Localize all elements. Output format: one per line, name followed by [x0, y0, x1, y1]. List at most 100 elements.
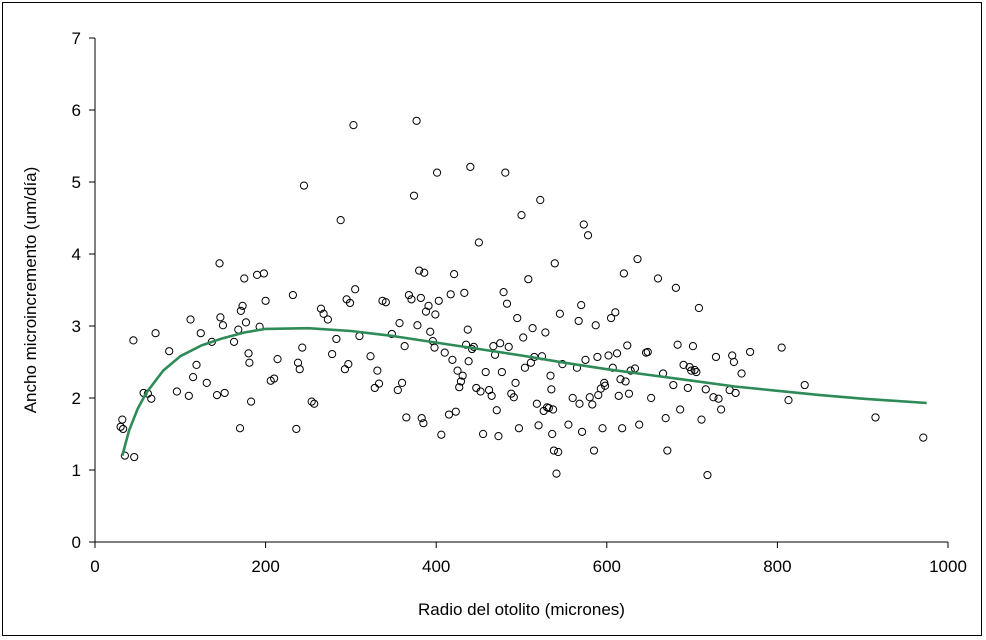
data-point	[679, 360, 688, 369]
data-point	[215, 259, 224, 268]
data-point	[212, 391, 222, 400]
data-point	[487, 391, 496, 400]
data-point	[402, 413, 411, 422]
data-point	[519, 333, 528, 342]
data-point	[612, 349, 622, 358]
data-point	[591, 321, 600, 330]
y-tick-label: 7	[72, 29, 81, 48]
data-point	[444, 410, 454, 419]
data-point	[340, 365, 350, 374]
data-point	[800, 380, 809, 390]
data-point	[252, 270, 262, 279]
y-tick-label: 3	[72, 317, 81, 336]
data-point	[777, 343, 786, 352]
y-tick-label: 0	[72, 533, 81, 552]
data-point	[919, 433, 928, 442]
data-point	[413, 321, 422, 330]
data-point	[711, 352, 721, 362]
data-point	[513, 313, 522, 323]
data-point	[784, 396, 793, 405]
data-point	[541, 328, 550, 337]
data-point	[393, 385, 402, 395]
data-point	[323, 315, 332, 324]
data-point	[623, 341, 632, 350]
data-point	[626, 366, 635, 375]
data-point	[630, 364, 640, 373]
data-point	[186, 315, 195, 324]
data-point	[568, 393, 577, 403]
data-point	[494, 432, 503, 441]
data-point	[416, 293, 425, 303]
data-point	[614, 391, 623, 400]
data-point	[555, 309, 564, 318]
y-tick-label: 4	[72, 245, 81, 264]
data-point	[458, 371, 467, 380]
data-point	[524, 275, 533, 284]
data-point	[588, 400, 597, 409]
x-axis-title: Radio del otolito (micrones)	[418, 600, 625, 619]
data-point	[703, 470, 712, 480]
data-point	[544, 403, 553, 413]
data-point	[688, 342, 698, 351]
data-point	[575, 399, 584, 408]
data-point	[577, 301, 586, 310]
data-point	[451, 407, 460, 416]
data-point	[460, 288, 469, 297]
data-point	[687, 366, 696, 375]
data-point	[455, 383, 464, 392]
data-point	[395, 319, 404, 328]
scatter-chart: 0 1 2 3 4 5 6 7 0 200 400 600 800 1000 Radio del otol…	[21, 29, 967, 619]
data-point	[336, 216, 345, 225]
data-point	[676, 405, 685, 414]
data-point	[624, 389, 634, 398]
data-point	[235, 424, 245, 433]
data-point	[420, 268, 429, 277]
data-point	[236, 306, 245, 315]
data-point	[216, 313, 225, 322]
tick-labels: 0 1 2 3 4 5 6 7 0 200 400 600 800 1000	[72, 29, 967, 576]
data-point	[581, 355, 590, 364]
data-point	[456, 377, 466, 386]
data-point	[583, 231, 593, 240]
data-point	[502, 299, 512, 308]
data-point	[450, 270, 459, 279]
x-tick-label: 0	[90, 557, 99, 576]
data-point	[701, 385, 710, 394]
data-point	[431, 310, 440, 319]
data-point	[501, 168, 510, 177]
data-point	[426, 327, 435, 336]
data-point	[400, 342, 409, 351]
data-point	[476, 387, 485, 396]
data-point	[446, 290, 455, 299]
data-point	[611, 308, 620, 317]
data-point	[417, 414, 426, 423]
data-point	[574, 316, 583, 326]
data-point	[244, 349, 253, 358]
data-point	[270, 374, 279, 383]
data-point	[621, 377, 630, 386]
data-point	[683, 383, 692, 393]
data-point	[184, 391, 193, 400]
data-point	[690, 365, 699, 375]
data-point	[520, 363, 530, 372]
data-point	[552, 469, 561, 478]
data-point	[404, 290, 414, 300]
data-point	[151, 329, 160, 338]
data-point	[415, 266, 424, 275]
data-point	[729, 357, 738, 367]
data-point	[514, 424, 524, 433]
data-point	[419, 419, 428, 428]
data-point	[246, 397, 256, 406]
data-point	[344, 360, 353, 369]
data-point	[397, 378, 407, 387]
data-point	[600, 381, 610, 390]
data-point	[737, 369, 746, 378]
data-point	[288, 290, 297, 300]
data-point	[492, 406, 501, 415]
data-point	[673, 340, 682, 349]
data-point	[549, 446, 559, 455]
data-point	[694, 303, 704, 313]
data-point	[616, 375, 625, 384]
data-point	[547, 385, 556, 394]
